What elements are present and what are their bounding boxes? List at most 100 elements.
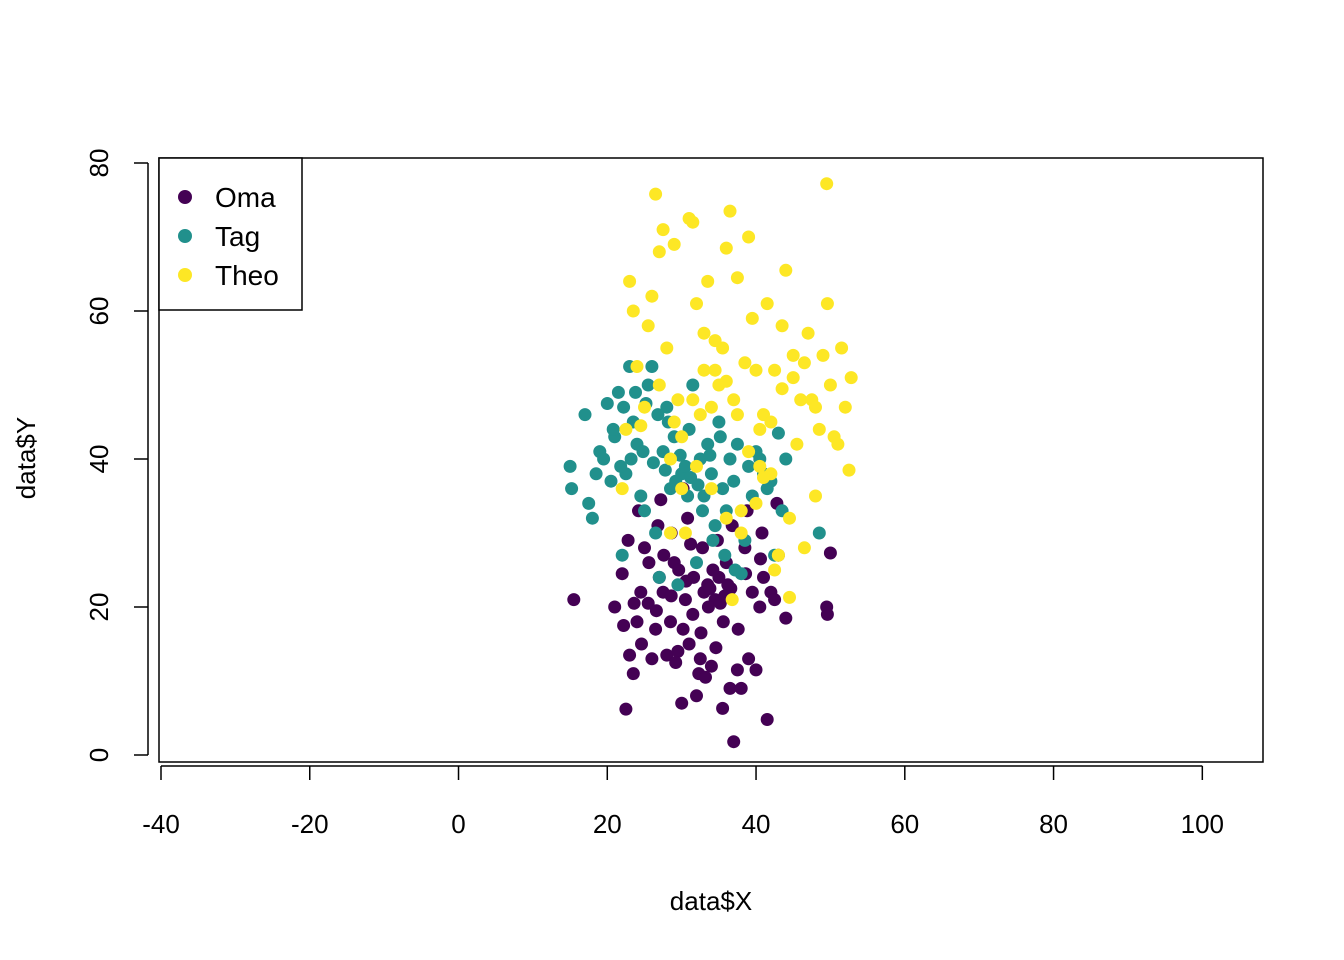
data-point bbox=[671, 644, 685, 658]
x-tick-label: 20 bbox=[593, 809, 622, 839]
data-point bbox=[718, 548, 732, 562]
data-point bbox=[790, 437, 804, 451]
data-point bbox=[699, 670, 712, 684]
data-point bbox=[642, 556, 656, 570]
data-point bbox=[742, 459, 756, 473]
data-point bbox=[629, 385, 642, 399]
data-point bbox=[794, 393, 808, 407]
data-point bbox=[701, 274, 715, 288]
data-point bbox=[660, 400, 674, 414]
data-point bbox=[745, 585, 759, 599]
data-point bbox=[703, 448, 717, 462]
data-point bbox=[704, 467, 718, 481]
data-point bbox=[646, 456, 660, 470]
data-point bbox=[730, 271, 744, 285]
data-point bbox=[797, 541, 811, 555]
data-point bbox=[704, 400, 718, 414]
data-point bbox=[645, 360, 659, 373]
data-point bbox=[797, 356, 811, 370]
data-point bbox=[635, 637, 648, 651]
data-point bbox=[619, 702, 633, 716]
data-point bbox=[716, 482, 730, 496]
data-point bbox=[690, 459, 703, 473]
data-point bbox=[703, 582, 717, 595]
data-point bbox=[641, 319, 655, 333]
data-point bbox=[690, 689, 703, 703]
data-point bbox=[672, 563, 686, 577]
legend-marker bbox=[178, 190, 192, 204]
data-point bbox=[760, 297, 774, 311]
data-point bbox=[638, 400, 651, 414]
data-point bbox=[708, 334, 722, 348]
data-point bbox=[801, 326, 815, 340]
legend-frame bbox=[158, 157, 303, 311]
data-point bbox=[652, 570, 666, 584]
data-point bbox=[753, 422, 767, 436]
data-point bbox=[675, 696, 689, 710]
data-point bbox=[760, 713, 774, 726]
data-point bbox=[721, 578, 735, 592]
data-point bbox=[621, 533, 635, 547]
data-point bbox=[757, 570, 770, 584]
data-point bbox=[690, 297, 703, 311]
data-point bbox=[675, 482, 689, 496]
data-point bbox=[779, 263, 793, 277]
data-point bbox=[615, 548, 629, 562]
data-point bbox=[779, 452, 793, 466]
data-point bbox=[844, 371, 858, 385]
data-point bbox=[664, 452, 677, 466]
data-point bbox=[686, 607, 700, 621]
data-point bbox=[768, 563, 782, 577]
data-point bbox=[719, 511, 733, 525]
data-point bbox=[691, 478, 705, 492]
data-point bbox=[634, 489, 648, 503]
data-point bbox=[585, 511, 599, 525]
data-point bbox=[664, 589, 678, 603]
data-point bbox=[606, 422, 620, 436]
data-point bbox=[649, 622, 663, 636]
data-point bbox=[664, 526, 677, 540]
data-point bbox=[623, 274, 637, 288]
data-point bbox=[641, 378, 655, 392]
data-point bbox=[783, 511, 796, 525]
data-point bbox=[716, 701, 730, 715]
y-tick-label: 20 bbox=[84, 593, 114, 622]
data-point bbox=[608, 600, 622, 614]
data-point bbox=[676, 622, 690, 636]
legend: Oma Tag Theo bbox=[158, 157, 303, 311]
y-axis: 0 20 40 60 80 bbox=[84, 149, 149, 762]
data-point bbox=[565, 482, 579, 496]
data-point bbox=[727, 393, 741, 407]
data-point bbox=[664, 615, 677, 629]
y-axis-title: data$Y bbox=[11, 417, 41, 499]
data-point bbox=[619, 422, 633, 436]
data-point bbox=[651, 408, 665, 422]
data-point bbox=[693, 652, 707, 666]
series-oma bbox=[567, 482, 837, 749]
data-point bbox=[749, 663, 763, 677]
data-point bbox=[614, 459, 628, 473]
x-axis: -40 -20 0 20 40 60 80 100 bbox=[142, 765, 1224, 839]
data-point bbox=[749, 496, 763, 510]
data-point bbox=[671, 393, 685, 407]
data-point bbox=[645, 652, 659, 666]
data-point bbox=[686, 378, 700, 392]
data-point bbox=[708, 363, 722, 377]
y-tick-label: 60 bbox=[84, 297, 114, 326]
data-point bbox=[615, 567, 629, 581]
data-point bbox=[768, 363, 782, 377]
data-point bbox=[623, 648, 637, 662]
data-point bbox=[738, 356, 752, 370]
data-point bbox=[838, 400, 852, 414]
data-point bbox=[812, 422, 826, 436]
data-point bbox=[624, 452, 638, 466]
data-point bbox=[686, 393, 700, 407]
data-point bbox=[704, 482, 718, 496]
data-point bbox=[617, 400, 631, 414]
legend-label: Theo bbox=[215, 260, 279, 291]
data-point bbox=[636, 445, 650, 459]
data-point bbox=[667, 415, 681, 429]
data-point bbox=[657, 548, 671, 562]
data-point bbox=[604, 474, 618, 488]
